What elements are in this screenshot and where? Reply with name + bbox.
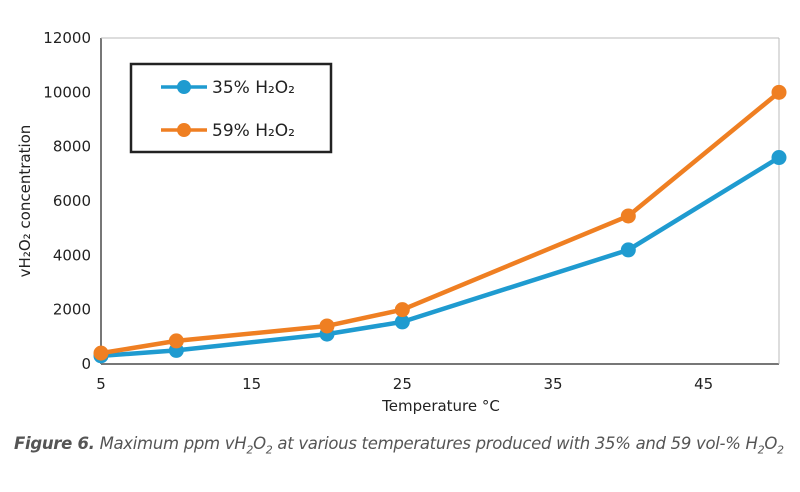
- data-point: [319, 318, 335, 334]
- series-group: [93, 84, 787, 364]
- data-point: [394, 302, 410, 318]
- legend-marker-35: [177, 80, 191, 94]
- y-tick-label: 4000: [53, 246, 91, 264]
- y-tick-label: 0: [81, 355, 91, 373]
- data-point: [771, 150, 787, 166]
- legend-marker-59: [177, 123, 191, 137]
- caption-label: Figure 6.: [14, 434, 95, 453]
- series-line: [100, 90, 781, 356]
- y-axis-title: vH₂O₂ concentration: [16, 125, 34, 278]
- y-tick-label: 12000: [43, 29, 91, 47]
- y-tick-label: 8000: [53, 138, 91, 156]
- figure-caption: Figure 6. Maximum ppm vH2O2 at various t…: [14, 433, 794, 461]
- x-axis-title: Temperature °C: [381, 397, 500, 415]
- data-point: [394, 314, 410, 330]
- line-chart: 0 2000 4000 6000 8000 10000 12000 5 15 25 35 45 Te…: [16, 29, 787, 415]
- x-tick-label: 5: [96, 375, 106, 393]
- data-point: [93, 345, 109, 361]
- legend: 35% H₂O₂ 59% H₂O₂: [129, 62, 333, 154]
- y-tick-label: 6000: [53, 192, 91, 210]
- series-line: [100, 155, 781, 359]
- legend-label-59: 59% H₂O₂: [212, 121, 295, 141]
- x-tick-label: 25: [393, 375, 412, 393]
- legend-label-35: 35% H₂O₂: [212, 78, 295, 98]
- caption-text: Maximum ppm vH2O2 at various temperature…: [99, 434, 784, 457]
- legend-box: [129, 62, 333, 154]
- data-point: [620, 242, 636, 258]
- y-tick-labels: 0 2000 4000 6000 8000 10000 12000: [43, 29, 91, 373]
- y-tick-label: 2000: [53, 301, 91, 319]
- data-point: [168, 333, 184, 349]
- x-tick-label: 35: [543, 375, 562, 393]
- data-point: [771, 84, 787, 100]
- data-point: [620, 208, 636, 224]
- series-1: [93, 84, 787, 361]
- x-tick-label: 45: [694, 375, 713, 393]
- x-tick-label: 15: [242, 375, 261, 393]
- y-tick-label: 10000: [43, 83, 91, 101]
- x-tick-labels: 5 15 25 35 45: [96, 375, 713, 393]
- series-0: [93, 150, 787, 364]
